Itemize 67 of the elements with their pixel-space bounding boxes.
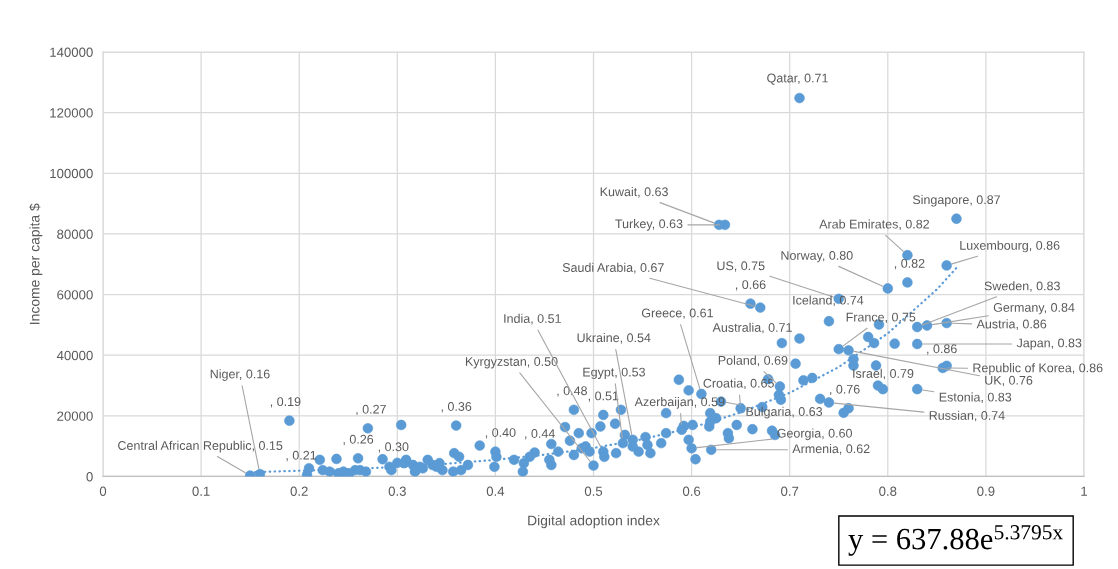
annotation: Sweden, 0.83 [984, 281, 1060, 292]
text: y = 637.88e$^{5.3795x}$ [848, 525, 1063, 556]
annotation: Austria, 0.86 [976, 319, 1047, 330]
annotation: Luxembourg, 0.86 [960, 240, 1060, 253]
annotation: , 0.19 [270, 397, 301, 408]
x-tick-label: 0 [99, 486, 107, 496]
x-axis-title: Digital adoption index [528, 515, 660, 529]
annotation: , 0.51 [588, 391, 619, 402]
annotation: , 0.27 [356, 404, 386, 416]
annotation: , 0.82 [894, 258, 925, 270]
annotation: , 0.66 [735, 280, 766, 291]
annotation: France, 0.75 [846, 312, 916, 323]
annotation: Arab Emirates, 0.82 [819, 219, 930, 230]
annotation: , 0.21 [286, 450, 317, 462]
annotation: Central African Republic, 0.15 [118, 440, 283, 453]
annotation: , 0.44 [525, 429, 555, 440]
annotation: , 0.48 [557, 386, 587, 397]
annotation: UK, 0.76 [985, 375, 1033, 387]
annotation: Russian, 0.74 [929, 410, 1005, 422]
annotation: Poland, 0.69 [718, 355, 788, 367]
annotation: Estonia, 0.83 [939, 392, 1012, 404]
annotation: US, 0.75 [717, 261, 765, 272]
annotation: Qatar, 0.71 [767, 73, 828, 85]
annotation: , 0.76 [830, 384, 860, 396]
annotation: Kuwait, 0.63 [600, 187, 668, 198]
annotation: Saudi Arabia, 0.67 [562, 262, 664, 274]
x-tick-label: 0.2 [290, 486, 308, 496]
x-tick-label: 0.7 [781, 486, 799, 496]
annotation: Ukraine, 0.54 [577, 332, 651, 344]
y-tick-label: 120000 [50, 108, 93, 118]
annotation: , 0.30 [378, 442, 409, 453]
y-tick-label: 100000 [50, 168, 93, 179]
y-tick-label: 20000 [57, 411, 93, 421]
annotation: India, 0.51 [504, 313, 561, 325]
annotation: Armenia, 0.62 [792, 443, 870, 455]
annotation: Israel, 0.79 [853, 368, 914, 380]
y-tick-label: 60000 [57, 290, 93, 300]
annotation: Norway, 0.80 [781, 251, 853, 263]
y-tick-label: 40000 [56, 350, 93, 361]
annotation: Singapore, 0.87 [912, 194, 1000, 207]
annotation: Niger, 0.16 [210, 369, 270, 381]
annotation: , 0.40 [485, 428, 516, 439]
x-tick-label: 0.5 [584, 486, 603, 496]
annotation: Japan, 0.83 [1016, 338, 1082, 350]
annotation: , 0.36 [441, 402, 472, 413]
annotation: Kyrgyzstan, 0.50 [465, 357, 558, 369]
annotation: , 0.26 [343, 434, 374, 446]
x-tick-label: 0.9 [977, 486, 995, 496]
y-tick-label: 80000 [57, 229, 93, 239]
x-tick-label: 1 [1081, 486, 1088, 496]
annotation: Bulgaria, 0.63 [746, 406, 823, 419]
y-tick-label: 140000 [50, 47, 93, 57]
annotation: Greece, 0.61 [641, 308, 713, 319]
x-tick-label: 0.3 [388, 486, 406, 496]
annotation: , 0.86 [927, 344, 957, 355]
y-axis-title: Income per capita $ [29, 203, 43, 324]
annotation: Turkey, 0.63 [615, 219, 683, 231]
x-tick-label: 0.4 [486, 486, 505, 496]
annotation: Australia, 0.71 [712, 322, 792, 334]
y-tick-label: 0 [86, 472, 93, 482]
annotation: Germany, 0.84 [993, 303, 1075, 315]
x-tick-label: 0.1 [192, 486, 210, 496]
annotation: Republic of Korea, 0.86 [973, 363, 1103, 375]
annotation: Croatia, 0.65 [703, 378, 774, 390]
x-tick-label: 0.6 [682, 486, 701, 496]
annotation: Egypt, 0.53 [583, 367, 645, 379]
x-tick-label: 0.8 [879, 486, 897, 496]
